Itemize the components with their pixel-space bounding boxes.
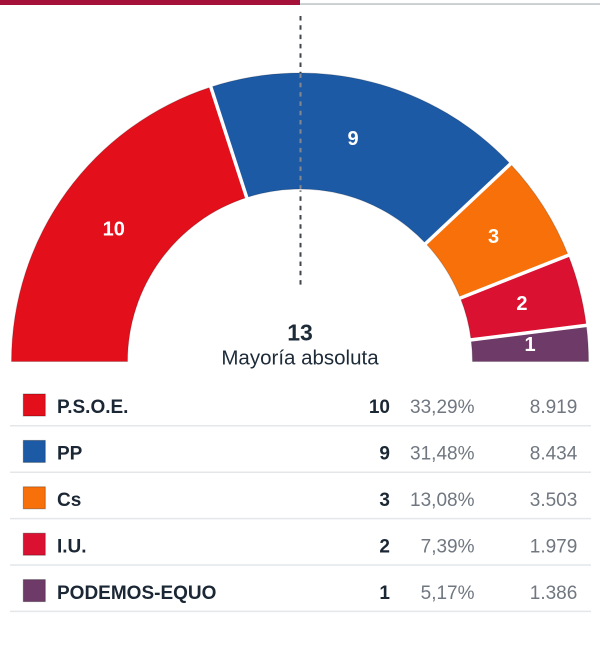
svg-text:1.386: 1.386 <box>530 583 578 604</box>
svg-text:9: 9 <box>379 444 390 465</box>
svg-text:2: 2 <box>379 536 390 557</box>
svg-text:13: 13 <box>287 320 313 346</box>
svg-text:13,08%: 13,08% <box>410 490 475 511</box>
svg-text:7,39%: 7,39% <box>421 536 475 557</box>
svg-text:I.U.: I.U. <box>57 536 87 557</box>
svg-text:33,29%: 33,29% <box>410 397 475 418</box>
svg-text:3.503: 3.503 <box>530 490 578 511</box>
svg-text:10: 10 <box>103 219 125 241</box>
svg-text:8.434: 8.434 <box>530 444 578 465</box>
svg-text:2: 2 <box>516 293 527 315</box>
svg-text:31,48%: 31,48% <box>410 444 475 465</box>
svg-text:9: 9 <box>347 128 358 150</box>
svg-text:P.S.O.E.: P.S.O.E. <box>57 397 128 418</box>
svg-text:PP: PP <box>57 444 83 465</box>
svg-text:Cs: Cs <box>57 490 81 511</box>
svg-text:PODEMOS-EQUO: PODEMOS-EQUO <box>57 583 216 604</box>
svg-text:5,17%: 5,17% <box>421 583 475 604</box>
svg-text:8.919: 8.919 <box>530 397 578 418</box>
svg-text:10: 10 <box>369 397 390 418</box>
svg-text:1.979: 1.979 <box>530 536 578 557</box>
svg-text:1: 1 <box>524 334 535 356</box>
svg-text:1: 1 <box>379 583 390 604</box>
svg-text:3: 3 <box>379 490 390 511</box>
svg-text:3: 3 <box>488 226 499 248</box>
svg-text:Mayoría absoluta: Mayoría absoluta <box>221 347 379 370</box>
